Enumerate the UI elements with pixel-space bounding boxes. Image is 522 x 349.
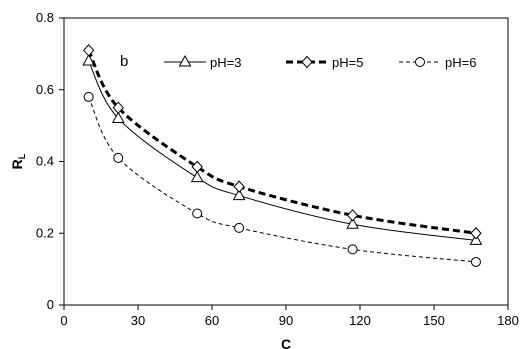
x-tick-label: 120 <box>349 313 371 328</box>
data-point <box>82 54 96 66</box>
series-1 <box>82 54 483 245</box>
y-tick-label: 0.6 <box>36 82 54 97</box>
data-point <box>470 256 481 267</box>
tick-labels: 0 30 60 90 120 150 180 0 0.2 0.4 0.6 0.8 <box>36 10 519 328</box>
legend-item: pH=6 <box>399 55 476 70</box>
data-point <box>233 180 245 193</box>
series-2 <box>82 44 482 240</box>
legend-marker <box>415 57 425 67</box>
x-axis-title: C <box>281 336 291 349</box>
x-tick-label: 0 <box>60 313 67 328</box>
data-point <box>113 152 124 163</box>
data-point <box>346 217 359 229</box>
data-point <box>83 91 94 102</box>
data-point <box>347 244 358 255</box>
y-tick-label: 0.2 <box>36 225 54 240</box>
legend-label: pH=5 <box>332 55 363 70</box>
data-point <box>82 44 95 57</box>
panel-label: b <box>120 53 128 70</box>
y-tick-label: 0.4 <box>36 154 54 169</box>
series-line <box>88 96 476 263</box>
y-axis-title-main: R <box>9 159 25 169</box>
series-line <box>88 60 476 241</box>
legend-item: pH=5 <box>286 55 363 70</box>
axes <box>59 17 509 310</box>
data-point <box>112 101 124 114</box>
data-point <box>470 227 482 240</box>
x-tick-label: 150 <box>423 313 445 328</box>
x-tick-label: 30 <box>131 313 145 328</box>
series-3 <box>83 91 481 267</box>
legend-item: pH=3 <box>164 54 241 70</box>
series-line <box>87 49 477 235</box>
data-point <box>190 170 204 183</box>
x-tick-label: 180 <box>497 313 519 328</box>
data-point <box>192 208 203 219</box>
y-tick-label: 0 <box>47 297 54 312</box>
series-group <box>82 44 483 267</box>
y-tick-label: 0.8 <box>36 10 54 25</box>
y-axis-title-subscript: L <box>17 153 27 159</box>
legend-marker <box>301 55 313 69</box>
legend-marker <box>178 54 192 67</box>
x-tick-label: 90 <box>279 313 293 328</box>
data-point <box>111 111 125 123</box>
legend-label: pH=6 <box>445 55 476 70</box>
data-point <box>232 188 246 201</box>
data-point <box>346 209 359 222</box>
x-tick-label: 60 <box>205 313 219 328</box>
legend-label: pH=3 <box>210 55 241 70</box>
data-point <box>191 160 203 174</box>
legend: pH=3 pH=5 pH=6 <box>164 54 476 70</box>
data-point <box>234 222 245 233</box>
y-axis-title: RL <box>9 153 27 169</box>
